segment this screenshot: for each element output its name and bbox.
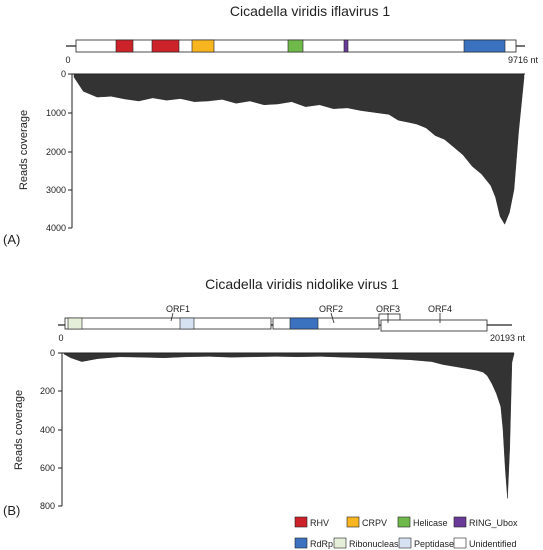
panel-b-domain-ribonuclease xyxy=(67,317,83,330)
panel-b-ytick-0: 0 xyxy=(50,348,55,358)
panel-a-genome-start: 0 xyxy=(65,55,70,65)
legend-swatch-rdrp xyxy=(294,537,308,549)
panel-b-ytick-2: 400 xyxy=(40,425,55,435)
panel-a-domain-rdrp xyxy=(463,39,506,53)
legend-swatch-helicase xyxy=(397,516,411,528)
panel-b-orf2-label: ORF2 xyxy=(319,304,343,314)
legend-swatch-peptidase xyxy=(398,537,412,549)
legend-swatch-crpv xyxy=(346,516,360,528)
panel-a-label: (A) xyxy=(3,232,20,247)
panel-a-ytick-3: 3000 xyxy=(46,185,66,195)
panel-a-domain-rhv-1 xyxy=(115,39,134,53)
panel-b-genome-map: ORF1 ORF2 ORF3 ORF4 0 20193 nt xyxy=(58,304,526,343)
panel-b-orf3-label: ORF3 xyxy=(376,304,400,314)
panel-b-genome-end: 20193 nt xyxy=(490,333,526,343)
panel-a-ylabel: Reads coverage xyxy=(18,110,30,190)
panel-a-domain-rhv-2 xyxy=(151,39,180,53)
panel-a-coverage-plot: 0 1000 2000 3000 4000 Reads coverage xyxy=(18,69,525,233)
panel-b-genome-start: 0 xyxy=(58,333,63,343)
panel-b-coverage-plot: 0 200 400 600 800 Reads coverage xyxy=(13,348,515,511)
panel-a-coverage-area xyxy=(73,73,525,225)
panel-a-domain-ring-ubox xyxy=(343,39,349,53)
panel-b-coverage-area xyxy=(63,352,515,499)
legend-label-unidentified: Unidentified xyxy=(469,539,517,549)
panel-a-title: Cicadella viridis iflavirus 1 xyxy=(230,3,390,19)
panel-b-title: Cicadella viridis nidolike virus 1 xyxy=(205,276,399,292)
panel-b-ytick-1: 200 xyxy=(40,386,55,396)
panel-b-ytick-3: 600 xyxy=(40,463,55,473)
panel-b-label: (B) xyxy=(3,503,20,518)
panel-a-ytick-0: 0 xyxy=(61,69,66,79)
legend-swatch-unidentified xyxy=(453,537,467,549)
panel-a-domain-helicase xyxy=(287,39,304,53)
panel-b-domain-rdrp xyxy=(289,317,319,330)
legend-label-ribonuclease: Ribonuclease xyxy=(349,539,404,549)
legend-swatch-ribonuclease xyxy=(333,537,347,549)
legend-label-rdrp: RdRp xyxy=(310,539,333,549)
panel-b-orf1-label: ORF1 xyxy=(166,304,190,314)
panel-b-ytick-4: 800 xyxy=(40,501,55,511)
panel-b-orf4-label: ORF4 xyxy=(428,304,452,314)
legend-label-ring-ubox: RING_Ubox xyxy=(469,518,518,528)
panel-a-ytick-2: 2000 xyxy=(46,147,66,157)
panel-a-domain-crpv xyxy=(191,39,215,53)
panel-a-ytick-1: 1000 xyxy=(46,108,66,118)
panel-b-ylabel: Reads coverage xyxy=(13,390,25,470)
legend-swatch-ring-ubox xyxy=(453,516,467,528)
panel-a-ytick-4: 4000 xyxy=(46,223,66,233)
domain-legend: RHV CRPV Helicase RING_Ubox RdRp Ribonuc… xyxy=(294,516,518,549)
legend-label-peptidase: Peptidase xyxy=(414,539,454,549)
panel-a-genome-map: 0 9716 nt xyxy=(65,39,539,65)
panel-b-domain-peptidase xyxy=(179,317,195,330)
legend-swatch-rhv xyxy=(294,516,308,528)
panel-b-orf2-box xyxy=(272,317,380,330)
panel-a-genome-end: 9716 nt xyxy=(508,55,539,65)
legend-label-helicase: Helicase xyxy=(413,518,448,528)
panel-b-orf1-box xyxy=(64,317,272,330)
panel-b-orf4-box xyxy=(380,319,488,332)
legend-label-crpv: CRPV xyxy=(362,518,387,528)
legend-label-rhv: RHV xyxy=(310,518,329,528)
